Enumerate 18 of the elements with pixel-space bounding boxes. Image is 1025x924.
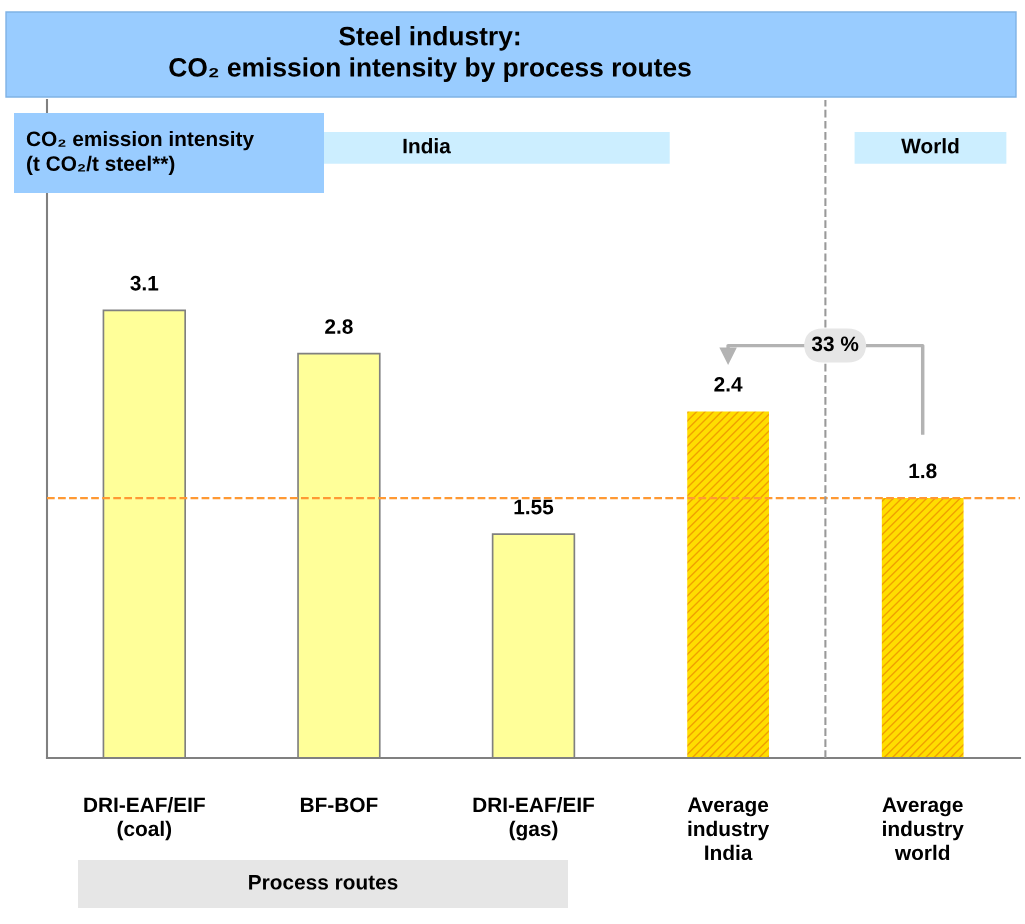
data-label: 2.4: [714, 376, 743, 392]
data-label: 1.8: [909, 463, 937, 479]
x-tick-label: DRI-EAF/EIF (gas): [473, 796, 595, 841]
data-label: 3.1: [130, 275, 159, 291]
x-tick-label: Average industry world: [882, 797, 964, 861]
bar: [687, 411, 769, 758]
bar: [881, 498, 964, 758]
chart-title: Steel industry: CO₂ emission intensity by process routes: [169, 26, 691, 82]
data-label: 1.55: [514, 499, 554, 515]
text: CO₂ emission intensity (t CO₂/t steel**): [26, 130, 254, 176]
data-label: 2.8: [325, 319, 353, 334]
text: World: [901, 138, 959, 154]
annotation: 33 %: [811, 336, 859, 352]
text: India: [403, 138, 451, 154]
x-tick-label: DRI-EAF/EIF (coal): [84, 796, 205, 841]
x-tick-label: Average industry India: [687, 797, 770, 861]
x-tick-label: BF-BOF: [300, 797, 378, 813]
text: Process routes: [249, 875, 398, 890]
